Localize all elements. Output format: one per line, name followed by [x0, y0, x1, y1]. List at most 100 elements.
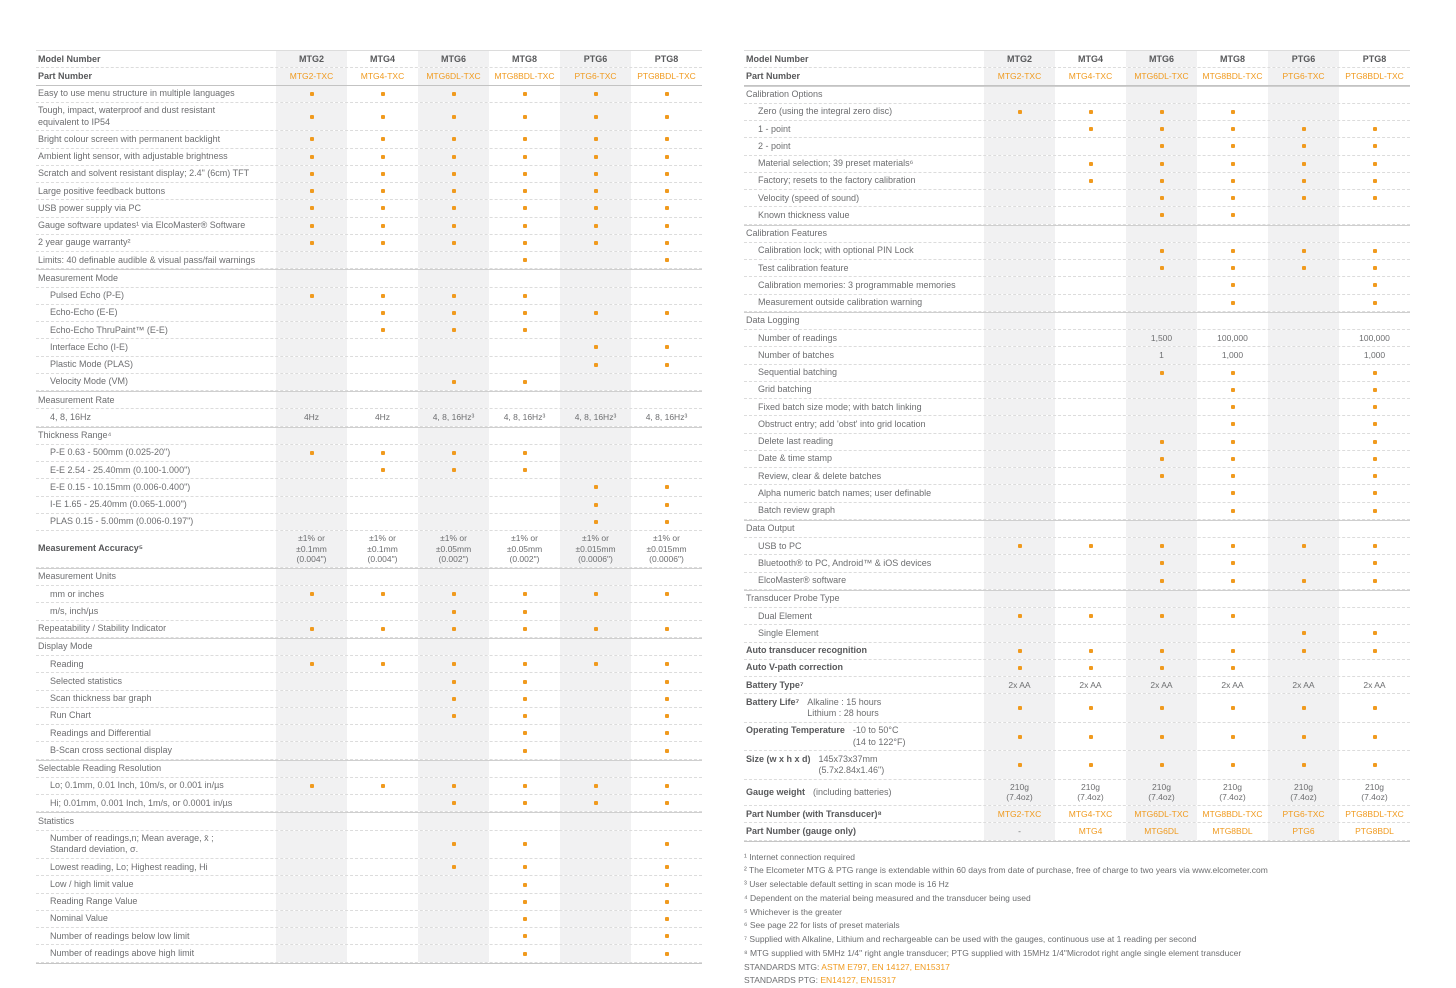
- cell: [276, 218, 347, 234]
- part-number-cell: MTG8BDL-TXC: [1197, 68, 1268, 84]
- spec-row: Date & time stamp: [744, 451, 1410, 468]
- cell: [984, 207, 1055, 223]
- check-dot-icon: [310, 784, 314, 788]
- row-label: Pulsed Echo (P-E): [36, 288, 276, 304]
- check-dot-icon: [381, 328, 385, 332]
- check-dot-icon: [452, 155, 456, 159]
- cell: [1126, 503, 1197, 519]
- check-dot-icon: [1231, 706, 1235, 710]
- row-label-text: Velocity (speed of sound): [758, 193, 859, 204]
- cell: [1268, 243, 1339, 259]
- cell: [1268, 347, 1339, 363]
- spec-row: 2 - point: [744, 138, 1410, 155]
- empty-cell: [1197, 521, 1268, 537]
- cell: [1055, 485, 1126, 501]
- row-label: Number of readings above high limit: [36, 945, 276, 961]
- cell: [276, 357, 347, 373]
- check-dot-icon: [665, 92, 669, 96]
- spec-row: Gauge weight(including batteries)210g (7…: [744, 780, 1410, 806]
- section-row: Thickness Range⁴: [36, 427, 702, 445]
- cell: [276, 831, 347, 859]
- cell: [984, 723, 1055, 751]
- empty-cell: [560, 761, 631, 777]
- cell: [418, 586, 489, 602]
- check-dot-icon: [452, 92, 456, 96]
- empty-cell: [418, 813, 489, 829]
- cell: [1055, 573, 1126, 589]
- cell: [1339, 365, 1410, 381]
- cell-value: 4, 8, 16Hz³: [418, 409, 489, 425]
- row-label-text: Number of readings above high limit: [50, 948, 194, 959]
- cell-value: 1,000: [1339, 347, 1410, 363]
- check-dot-icon: [1018, 735, 1022, 739]
- cell: [418, 911, 489, 927]
- spec-row: Repeatability / Stability Indicator: [36, 621, 702, 638]
- cell: [347, 103, 418, 131]
- cell: [276, 462, 347, 478]
- row-label: 2 year gauge warranty²: [36, 235, 276, 251]
- row-label-text: B-Scan cross sectional display: [50, 745, 172, 756]
- spec-row: Scratch and solvent resistant display; 2…: [36, 166, 702, 183]
- cell: [1126, 138, 1197, 154]
- row-label-text: Nominal Value: [50, 913, 108, 924]
- row-label-text: Easy to use menu structure in multiple l…: [38, 88, 235, 99]
- cell: [1197, 608, 1268, 624]
- check-dot-icon: [1302, 127, 1306, 131]
- cell: [631, 149, 702, 165]
- row-label-text: Plastic Mode (PLAS): [50, 359, 133, 370]
- cell-value: MTG4-TXC: [1055, 806, 1126, 822]
- spec-row: Lo; 0.1mm, 0.01 Inch, 10m/s, or 0.001 in…: [36, 778, 702, 795]
- cell: [631, 445, 702, 461]
- check-dot-icon: [523, 92, 527, 96]
- row-label: Test calibration feature: [744, 260, 984, 276]
- check-dot-icon: [1231, 544, 1235, 548]
- cell: [418, 462, 489, 478]
- row-label: Low / high limit value: [36, 876, 276, 892]
- check-dot-icon: [523, 258, 527, 262]
- row-label: Echo-Echo ThruPaint™ (E-E): [36, 322, 276, 338]
- footnote-line: ⁴ Dependent on the material being measur…: [744, 892, 1410, 906]
- cell: [1339, 138, 1410, 154]
- check-dot-icon: [381, 92, 385, 96]
- cell: [1197, 503, 1268, 519]
- empty-cell: [418, 392, 489, 408]
- cell: [631, 708, 702, 724]
- check-dot-icon: [665, 952, 669, 956]
- row-label: Obstruct entry; add 'obst' into grid loc…: [744, 416, 984, 432]
- spec-row: Material selection; 39 preset materials⁶: [744, 156, 1410, 173]
- check-dot-icon: [1373, 266, 1377, 270]
- cell: [276, 911, 347, 927]
- empty-cell: [1268, 591, 1339, 607]
- cell: [418, 708, 489, 724]
- empty-cell: [631, 639, 702, 655]
- check-dot-icon: [1373, 179, 1377, 183]
- row-label: Fixed batch size mode; with batch linkin…: [744, 399, 984, 415]
- cell: [984, 121, 1055, 137]
- cell-value: 2x AA: [1197, 677, 1268, 693]
- check-dot-icon: [665, 311, 669, 315]
- cell: [418, 166, 489, 182]
- row-label-text: Hi; 0.01mm, 0.001 Inch, 1m/s, or 0.0001 …: [50, 798, 232, 809]
- check-dot-icon: [310, 206, 314, 210]
- row-label: Reading: [36, 656, 276, 672]
- footnote-standards-value: ASTM E797, EN 14127, EN15317: [821, 962, 950, 972]
- cell: [1268, 173, 1339, 189]
- check-dot-icon: [665, 731, 669, 735]
- cell: [631, 928, 702, 944]
- cell: [1126, 723, 1197, 751]
- check-dot-icon: [1302, 649, 1306, 653]
- check-dot-icon: [381, 451, 385, 455]
- cell-value: ±1% or ±0.1mm (0.004"): [347, 531, 418, 567]
- check-dot-icon: [452, 224, 456, 228]
- cell: [418, 235, 489, 251]
- row-label-text: Echo-Echo (E-E): [50, 307, 118, 318]
- cell: [489, 514, 560, 530]
- cell: [347, 894, 418, 910]
- cell: [631, 166, 702, 182]
- cell: [489, 691, 560, 707]
- section-row: Statistics: [36, 812, 702, 830]
- spec-row: Zero (using the integral zero disc): [744, 104, 1410, 121]
- check-dot-icon: [1089, 735, 1093, 739]
- check-dot-icon: [1160, 544, 1164, 548]
- cell: [276, 621, 347, 637]
